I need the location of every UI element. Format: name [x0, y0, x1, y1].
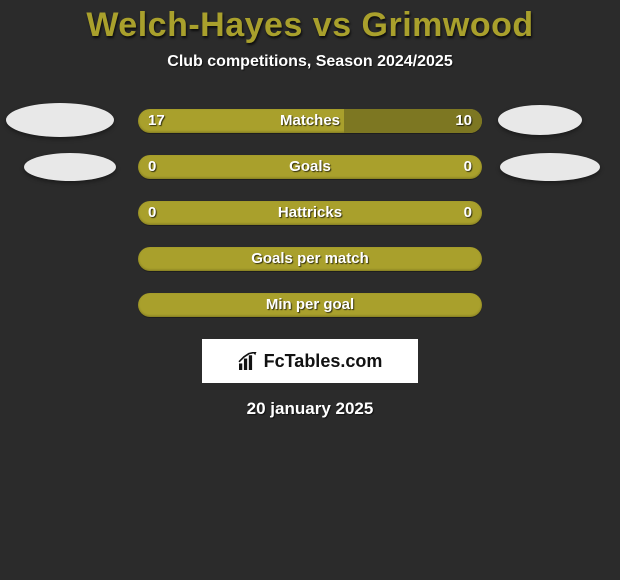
stat-label: Matches	[138, 109, 482, 133]
page-title: Welch-Hayes vs Grimwood	[0, 6, 620, 45]
stat-label: Goals	[138, 155, 482, 179]
stats-area: 1710Matches 00Goals 00Hattricks Goals per m…	[0, 109, 620, 317]
stat-row: Min per goal	[0, 293, 620, 317]
stat-label: Goals per match	[138, 247, 482, 271]
stat-label: Hattricks	[138, 201, 482, 225]
stat-bar: Min per goal	[138, 293, 482, 317]
page-subtitle: Club competitions, Season 2024/2025	[0, 53, 620, 71]
player-ellipse-left	[6, 103, 114, 137]
player-ellipse-right	[500, 153, 600, 181]
brand-text: FcTables.com	[264, 351, 383, 372]
stat-bar: 1710Matches	[138, 109, 482, 133]
chart-icon	[238, 352, 258, 370]
stat-label: Min per goal	[138, 293, 482, 317]
player-ellipse-left	[24, 153, 116, 181]
stat-bar: 00Goals	[138, 155, 482, 179]
stat-row: Goals per match	[0, 247, 620, 271]
date-label: 20 january 2025	[0, 399, 620, 419]
player-ellipse-right	[498, 105, 582, 135]
stat-bar: Goals per match	[138, 247, 482, 271]
stat-row: 1710Matches	[0, 109, 620, 133]
stat-row: 00Goals	[0, 155, 620, 179]
stat-bar: 00Hattricks	[138, 201, 482, 225]
stat-row: 00Hattricks	[0, 201, 620, 225]
brand-logo: FcTables.com	[202, 339, 418, 383]
